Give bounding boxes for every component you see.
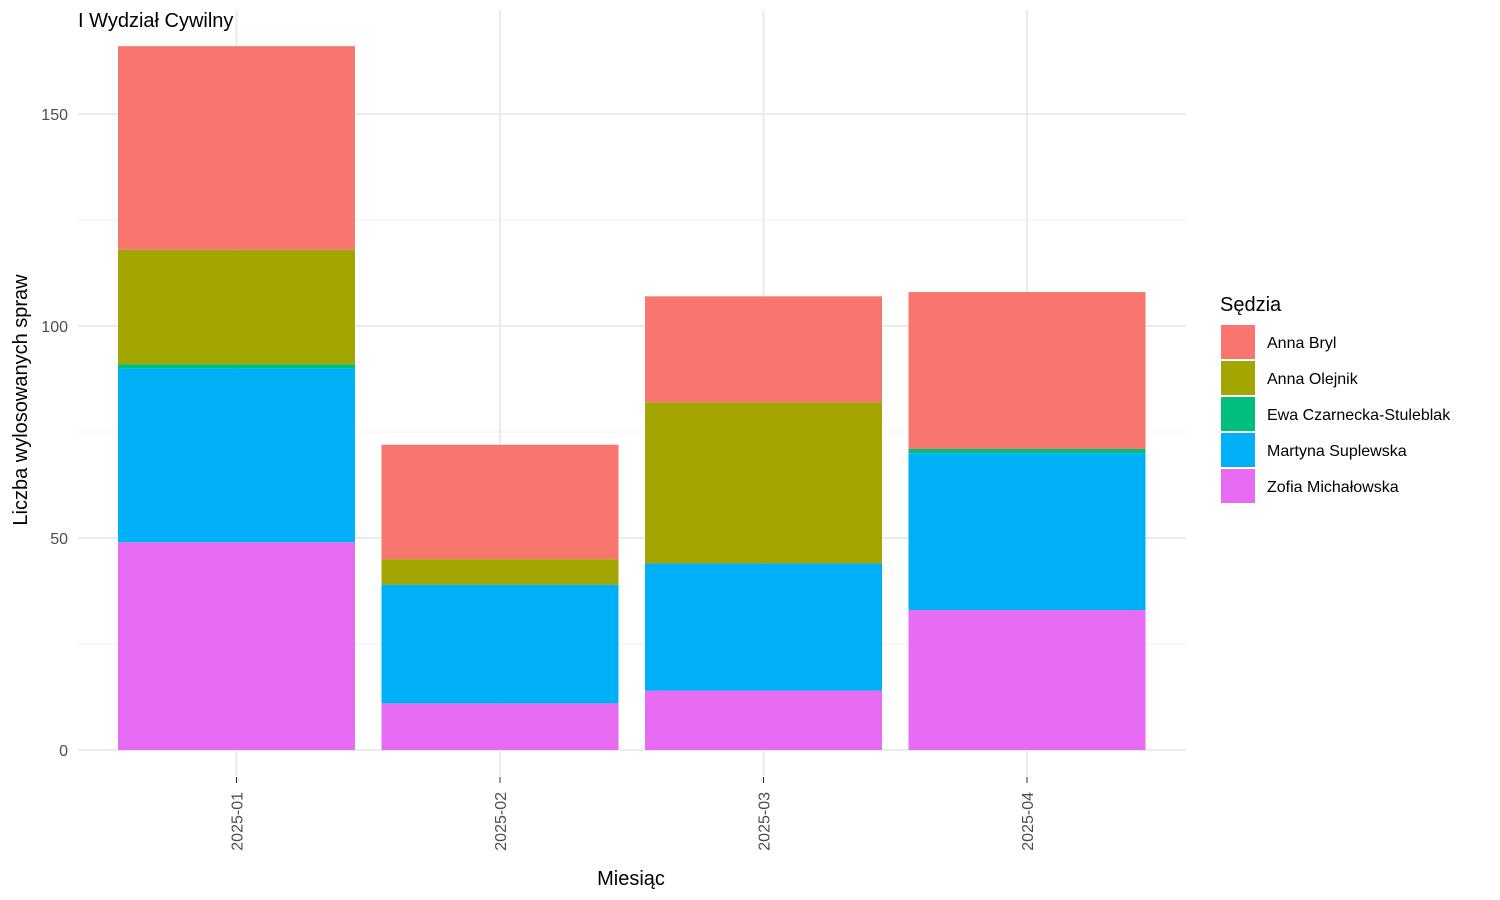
bar-segment-2025-02-zofia-micha-owska bbox=[381, 703, 619, 750]
bar-segment-2025-04-anna-bryl bbox=[908, 292, 1146, 449]
bars bbox=[118, 46, 1146, 750]
y-axis-ticks: 0 50 100 150 bbox=[41, 107, 68, 760]
chart-title: I Wydział Cywilny bbox=[78, 10, 233, 32]
bar-segment-2025-01-martyna-suplewska bbox=[118, 368, 355, 543]
y-tick-label: 100 bbox=[41, 319, 68, 336]
bar-segment-2025-01-anna-bryl bbox=[118, 46, 355, 250]
legend-label: Ewa Czarnecka-Stuleblak bbox=[1267, 407, 1451, 424]
bar-segment-2025-04-ewa-czarnecka-stuleblak bbox=[908, 448, 1146, 454]
legend-swatch bbox=[1221, 361, 1255, 395]
bar-segment-2025-03-anna-olejnik bbox=[645, 402, 882, 564]
x-axis-ticks: 2025-01 2025-02 2025-03 2025-04 bbox=[230, 777, 1037, 851]
legend-label: Anna Olejnik bbox=[1267, 371, 1359, 388]
bar-segment-2025-01-zofia-micha-owska bbox=[118, 542, 355, 750]
bar-segment-2025-03-martyna-suplewska bbox=[645, 563, 882, 691]
bar-segment-2025-01-ewa-czarnecka-stuleblak bbox=[118, 364, 355, 369]
bar-segment-2025-04-zofia-micha-owska bbox=[908, 610, 1146, 750]
legend-swatch bbox=[1221, 469, 1255, 503]
legend-label: Zofia Michałowska bbox=[1267, 479, 1399, 496]
x-tick-label: 2025-03 bbox=[757, 792, 774, 851]
bar-segment-2025-02-anna-bryl bbox=[381, 444, 619, 560]
x-tick-label: 2025-01 bbox=[230, 792, 247, 851]
x-tick-label: 2025-02 bbox=[493, 792, 510, 851]
y-tick-label: 0 bbox=[59, 743, 68, 760]
y-axis-title: Liczba wylosowanych spraw bbox=[10, 274, 32, 526]
y-tick-label: 150 bbox=[41, 107, 68, 124]
legend-title: Sędzia bbox=[1220, 294, 1282, 316]
bar-segment-2025-03-zofia-micha-owska bbox=[645, 690, 882, 750]
bar-segment-2025-02-anna-olejnik bbox=[381, 559, 619, 585]
legend-swatch bbox=[1221, 397, 1255, 431]
legend-swatch bbox=[1221, 325, 1255, 359]
bar-segment-2025-01-anna-olejnik bbox=[118, 249, 355, 365]
legend-label: Martyna Suplewska bbox=[1267, 443, 1407, 460]
legend-label: Anna Bryl bbox=[1267, 335, 1336, 352]
legend-swatch bbox=[1221, 433, 1255, 467]
x-axis-title: Miesiąc bbox=[597, 868, 665, 890]
bar-segment-2025-03-anna-bryl bbox=[645, 296, 882, 403]
legend: Sędzia Anna Bryl Anna Olejnik Ewa Czarneck… bbox=[1220, 294, 1451, 503]
x-tick-label: 2025-04 bbox=[1020, 792, 1037, 851]
bar-segment-2025-02-martyna-suplewska bbox=[381, 584, 619, 704]
y-tick-label: 50 bbox=[50, 531, 68, 548]
bar-segment-2025-04-martyna-suplewska bbox=[908, 453, 1146, 611]
